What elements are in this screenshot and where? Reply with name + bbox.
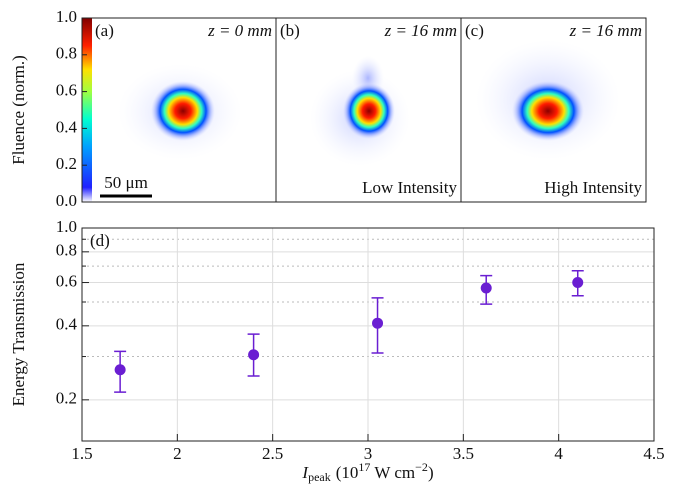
beam-images — [118, 40, 620, 166]
y-tick-label: 0.6 — [56, 271, 77, 290]
x-tick-label: 3 — [364, 444, 373, 463]
x-tick-label: 4.5 — [643, 444, 664, 463]
x-axis-label: Ipeak (1017 W cm−2) — [301, 460, 433, 484]
x-tick-label: 4 — [554, 444, 563, 463]
panel-title: z = 0 mm — [207, 21, 272, 40]
y-tick-label: 0.8 — [56, 241, 77, 260]
x-tick-label: 2 — [173, 444, 182, 463]
beam — [512, 81, 584, 141]
data-point — [248, 349, 260, 361]
data-point — [480, 282, 492, 294]
y-tick-label: 0.0 — [56, 191, 77, 210]
x-axis-label-part: peak — [308, 470, 331, 484]
y-tick-label: 0.4 — [56, 117, 78, 136]
panel-label: (b) — [280, 21, 300, 40]
y-tick-label: 1.0 — [56, 217, 77, 236]
panel-note: High Intensity — [544, 178, 642, 197]
y-tick-label: 0.4 — [56, 315, 78, 334]
x-axis-label-part: (10 — [336, 463, 359, 482]
y-tick-label: 0.2 — [56, 389, 77, 408]
data-point — [372, 317, 384, 329]
plot-frame — [81, 227, 655, 442]
y-axis-label: Energy Transmission — [9, 262, 28, 406]
panel-title: z = 16 mm — [384, 21, 457, 40]
beam — [343, 83, 395, 139]
y-tick-label: 0.2 — [56, 154, 77, 173]
beam — [151, 81, 215, 141]
x-axis-label-part: I — [301, 463, 309, 482]
panel-frame — [460, 17, 647, 203]
x-tick-label: 3.5 — [453, 444, 474, 463]
y-axis-label: Fluence (norm.) — [9, 55, 28, 165]
y-tick-label: 1.0 — [56, 7, 77, 26]
x-axis-label-part: −2 — [415, 460, 428, 474]
data-point — [114, 364, 126, 376]
x-tick-label: 1.5 — [71, 444, 92, 463]
colorbar — [82, 18, 92, 202]
scale-bar-label: 50 μm — [104, 173, 148, 192]
panel-label: (c) — [465, 21, 484, 40]
panel-title: z = 16 mm — [569, 21, 642, 40]
x-tick-label: 2.5 — [262, 444, 283, 463]
panel-label: (a) — [95, 21, 114, 40]
x-axis-label-part: 17 — [358, 460, 370, 474]
y-tick-label: 0.6 — [56, 81, 77, 100]
data-point — [572, 277, 584, 289]
panel-label: (d) — [90, 231, 110, 250]
panel-note: Low Intensity — [362, 178, 457, 197]
y-tick-label: 0.8 — [56, 44, 77, 63]
x-axis-label-part: ) — [428, 463, 434, 482]
x-axis-label-part: W cm — [374, 463, 415, 482]
